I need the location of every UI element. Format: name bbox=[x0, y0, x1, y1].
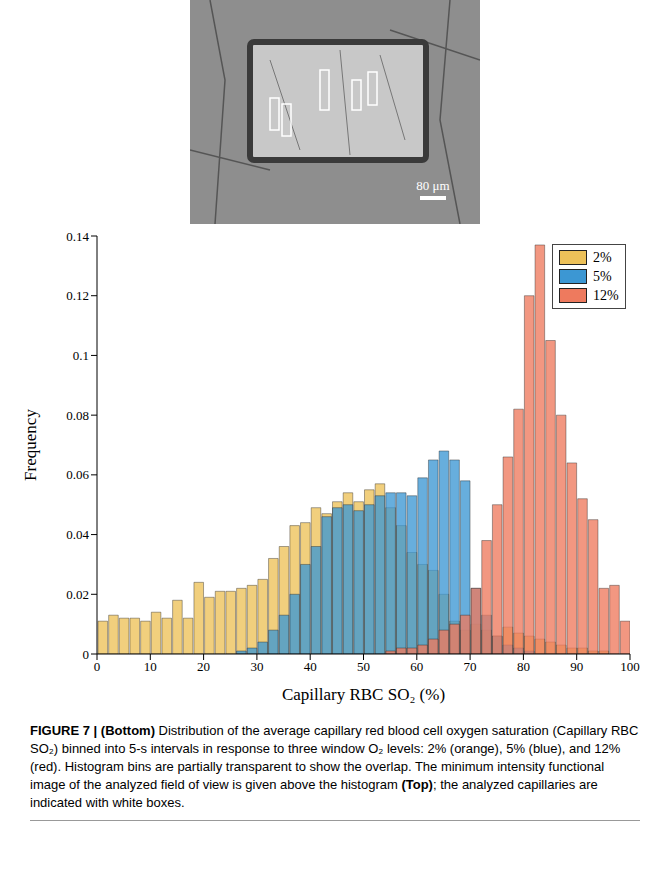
svg-text:0: 0 bbox=[83, 647, 90, 662]
svg-text:Capillary RBC SO₂ (%): Capillary RBC SO₂ (%) bbox=[282, 685, 445, 704]
svg-text:30: 30 bbox=[250, 659, 263, 674]
svg-text:20: 20 bbox=[197, 659, 210, 674]
svg-text:80: 80 bbox=[517, 659, 530, 674]
svg-text:0.1: 0.1 bbox=[73, 348, 89, 363]
svg-text:0.02: 0.02 bbox=[66, 587, 89, 602]
svg-text:0.04: 0.04 bbox=[66, 527, 89, 542]
svg-text:0.06: 0.06 bbox=[66, 467, 89, 482]
html-text:2%: 2% bbox=[593, 249, 612, 265]
svg-text:70: 70 bbox=[464, 659, 477, 674]
svg-text:10: 10 bbox=[144, 659, 157, 674]
svg-text:40: 40 bbox=[304, 659, 317, 674]
svg-text:100: 100 bbox=[620, 659, 640, 674]
html-text:FIGURE 7 | (Bottom) Distributi: FIGURE 7 | (Bottom) Distribution of the … bbox=[30, 723, 639, 810]
svg-text:60: 60 bbox=[410, 659, 423, 674]
svg-text:0.08: 0.08 bbox=[66, 408, 89, 423]
svg-text:50: 50 bbox=[357, 659, 370, 674]
svg-text:90: 90 bbox=[570, 659, 583, 674]
svg-text:Frequency: Frequency bbox=[21, 409, 40, 481]
svg-text:0.14: 0.14 bbox=[66, 229, 89, 244]
html-text:5%: 5% bbox=[593, 268, 612, 284]
svg-text:80 μm: 80 μm bbox=[416, 178, 449, 193]
svg-text:0: 0 bbox=[94, 659, 101, 674]
svg-text:0.12: 0.12 bbox=[66, 288, 89, 303]
html-text:12%: 12% bbox=[593, 287, 619, 303]
